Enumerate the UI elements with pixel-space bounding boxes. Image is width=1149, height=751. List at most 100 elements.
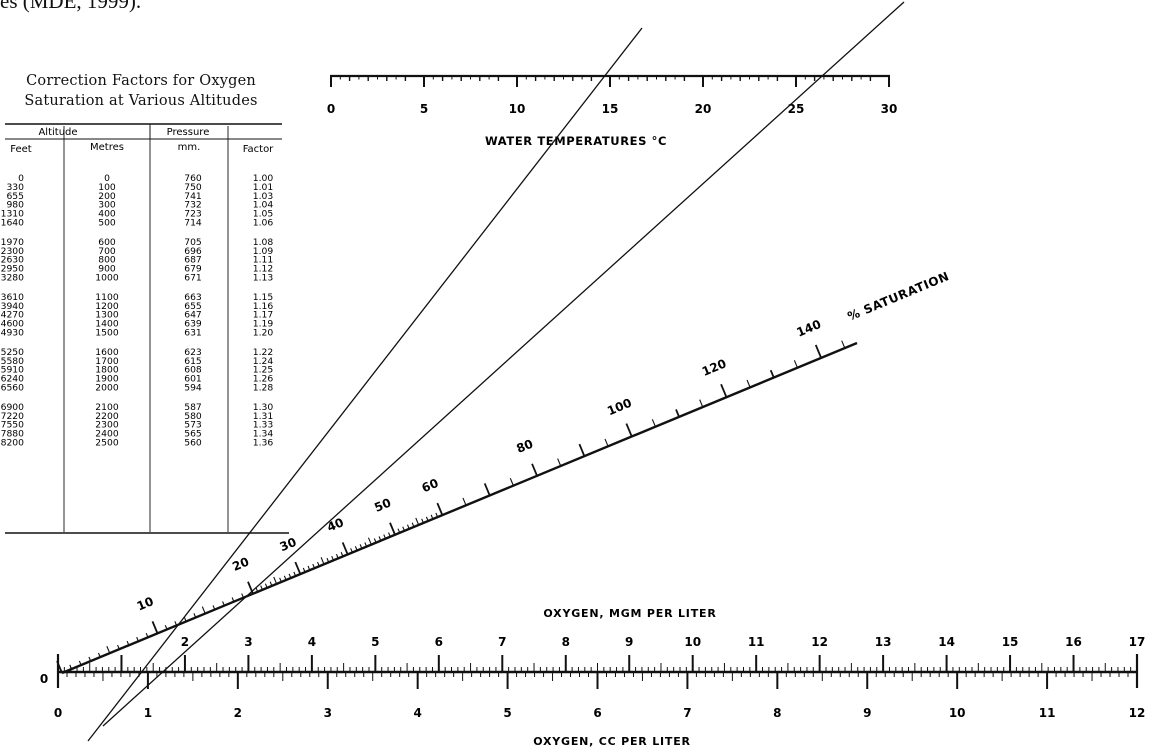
- table-cell-pressure: 741: [184, 191, 202, 202]
- table-cell-feet: 2300: [1, 246, 25, 257]
- oxygen-cc-tick-label: 1: [144, 706, 152, 720]
- table-cell-pressure: 647: [184, 310, 202, 321]
- reading-guide-lines: [87, 1, 905, 742]
- saturation-tick: [430, 514, 434, 520]
- table-cell-pressure: 639: [184, 319, 202, 330]
- table-cell-pressure: 608: [184, 365, 202, 376]
- saturation-tick: [145, 632, 149, 638]
- table-cell-feet: 1310: [1, 209, 25, 220]
- table-cell-factor: 1.01: [253, 182, 273, 193]
- saturation-tick: [212, 605, 216, 610]
- saturation-tick: [294, 561, 302, 575]
- saturation-tick: [288, 573, 292, 579]
- saturation-tick: [335, 553, 339, 559]
- table-cell-feet: 6240: [1, 374, 25, 385]
- table-cell-pressure: 732: [184, 200, 202, 211]
- table-cell-metres: 1800: [95, 365, 119, 376]
- table-cell-metres: 200: [98, 191, 116, 202]
- saturation-axis-label: % SATURATION: [846, 269, 952, 324]
- table-cell-metres: 100: [98, 182, 116, 193]
- table-cell-factor: 1.19: [253, 319, 274, 330]
- table-cell-factor: 1.30: [253, 402, 274, 413]
- saturation-tick-label: 10: [135, 594, 156, 613]
- table-header-pressure-unit: mm.: [178, 142, 201, 153]
- table-cell-feet: 5250: [1, 347, 25, 358]
- table-cell-metres: 400: [98, 209, 116, 220]
- temperature-tick-label: 0: [327, 102, 335, 116]
- caption-fragment: es (MDE, 1999).: [0, 0, 142, 13]
- saturation-tick: [367, 537, 372, 545]
- table-cell-feet: 2630: [1, 255, 25, 266]
- table-cell-pressure: 601: [184, 374, 202, 385]
- table-cell-metres: 300: [98, 200, 116, 211]
- saturation-tick: [302, 567, 306, 573]
- table-cell-pressure: 655: [184, 301, 202, 312]
- table-cell-metres: 1300: [95, 310, 119, 321]
- oxygen-mg-tick-label: 12: [811, 635, 828, 649]
- saturation-tick: [317, 561, 320, 567]
- table-title-line-1: Correction Factors for Oxygen: [26, 73, 256, 89]
- guide-line-1: [87, 27, 643, 742]
- table-cell-metres: 600: [98, 237, 116, 248]
- oxygen-cc-tick-label: 11: [1039, 706, 1056, 720]
- table-cell-metres: 500: [98, 218, 116, 229]
- table-cell-factor: 1.31: [253, 411, 273, 422]
- table-cell-feet: 330: [6, 182, 24, 193]
- table-title-line-2: Saturation at Various Altitudes: [24, 93, 258, 109]
- saturation-tick: [183, 617, 187, 622]
- table-cell-pressure: 687: [184, 255, 202, 266]
- saturation-tick: [557, 458, 562, 467]
- table-cell-factor: 1.33: [253, 420, 274, 431]
- table-cell-metres: 0: [104, 173, 110, 184]
- table-cell-metres: 1000: [95, 273, 119, 284]
- oxygen-cc-axis-label: OXYGEN, CC PER LITER: [533, 735, 691, 748]
- table-cell-metres: 1900: [95, 374, 119, 385]
- table-cell-pressure: 714: [184, 218, 202, 229]
- table-cell-factor: 1.34: [253, 429, 274, 440]
- table-cell-feet: 5580: [1, 356, 25, 367]
- saturation-tick: [814, 344, 822, 359]
- table-cell-feet: 4930: [1, 328, 25, 339]
- saturation-tick: [88, 656, 92, 662]
- table-cell-metres: 900: [98, 264, 116, 275]
- table-cell-factor: 1.09: [253, 246, 274, 257]
- oxygen-mg-tick-label: 15: [1002, 635, 1019, 649]
- table-cell-pressure: 671: [184, 273, 202, 284]
- saturation-tick: [402, 526, 405, 532]
- table-cell-feet: 7220: [1, 411, 25, 422]
- saturation-tick: [415, 517, 420, 526]
- saturation-tick: [359, 544, 363, 549]
- table-cell-factor: 1.20: [253, 328, 274, 339]
- temperature-tick-label: 25: [788, 102, 805, 116]
- table-cell-feet: 3940: [1, 301, 25, 312]
- table-cell-feet: 980: [6, 200, 24, 211]
- saturation-tick: [509, 478, 514, 486]
- table-cell-factor: 1.03: [253, 191, 274, 202]
- table-title: Correction Factors for Oxygen Saturation…: [0, 71, 282, 111]
- saturation-tick: [746, 379, 751, 388]
- table-cell-feet: 4270: [1, 310, 25, 321]
- saturation-tick: [388, 532, 391, 537]
- table-cell-metres: 800: [98, 255, 116, 266]
- saturation-tick: [675, 409, 680, 418]
- table-cell-factor: 1.13: [253, 273, 274, 284]
- table-cell-factor: 1.24: [253, 356, 274, 367]
- table-cell-feet: 3280: [1, 273, 25, 284]
- saturation-tick-label: 0: [40, 672, 48, 686]
- table-cell-feet: 7880: [1, 429, 25, 440]
- saturation-tick: [625, 423, 633, 437]
- saturation-tick: [222, 601, 225, 606]
- saturation-tick-label: 30: [278, 535, 299, 554]
- saturation-tick: [373, 538, 377, 543]
- saturation-tick: [651, 419, 656, 427]
- saturation-tick: [69, 664, 73, 670]
- saturation-tick: [201, 606, 206, 614]
- table-cell-pressure: 580: [184, 411, 202, 422]
- table-cell-pressure: 560: [184, 438, 202, 449]
- saturation-tick: [531, 463, 538, 477]
- saturation-tick: [97, 652, 101, 658]
- saturation-tick: [174, 621, 178, 626]
- temperature-scale: 0 5 10 15 20 25 30 WATER TEMPERATURES °C: [327, 74, 897, 148]
- saturation-tick: [320, 557, 325, 565]
